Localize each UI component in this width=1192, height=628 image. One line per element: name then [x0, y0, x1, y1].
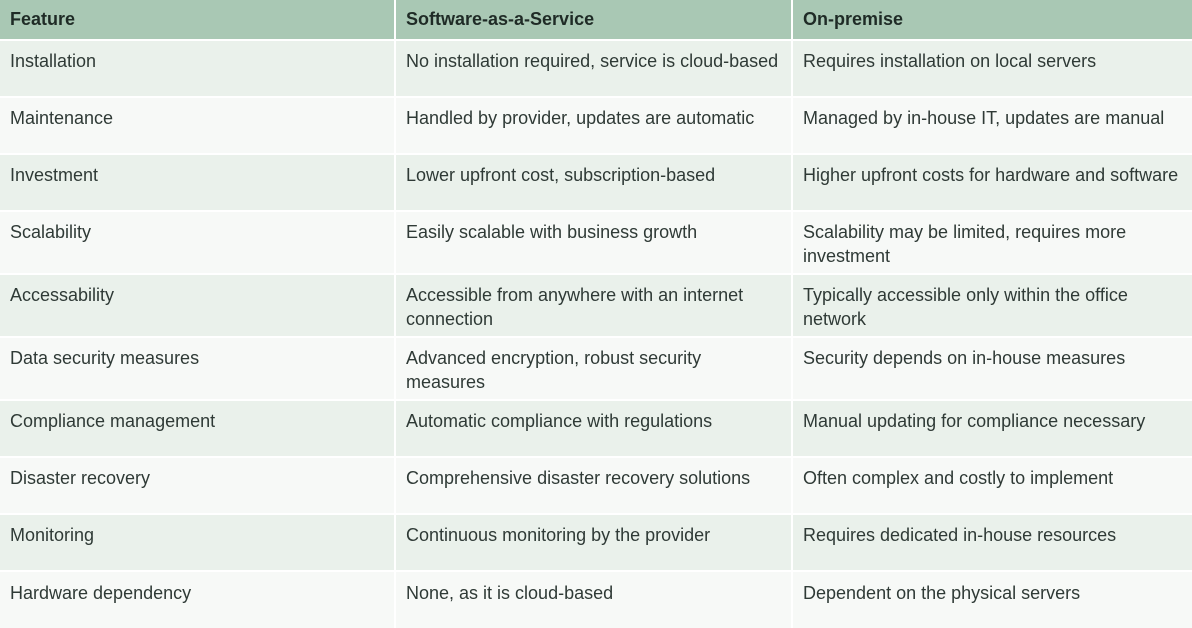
feature-cell: Disaster recovery: [0, 456, 396, 513]
saas-cell: Easily scalable with business growth: [396, 210, 793, 273]
on-premise-cell: Typically accessible only within the off…: [793, 273, 1192, 336]
feature-cell: Maintenance: [0, 96, 396, 153]
saas-cell: No installation required, service is clo…: [396, 39, 793, 96]
table-row: Investment Lower upfront cost, subscript…: [0, 153, 1192, 210]
table-row: Scalability Easily scalable with busines…: [0, 210, 1192, 273]
feature-cell: Compliance management: [0, 399, 396, 456]
table-row: Accessability Accessible from anywhere w…: [0, 273, 1192, 336]
feature-cell: Installation: [0, 39, 396, 96]
table-row: Disaster recovery Comprehensive disaster…: [0, 456, 1192, 513]
header-saas: Software-as-a-Service: [396, 0, 793, 39]
on-premise-cell: Often complex and costly to implement: [793, 456, 1192, 513]
feature-cell: Scalability: [0, 210, 396, 273]
feature-cell: Accessability: [0, 273, 396, 336]
feature-cell: Monitoring: [0, 513, 396, 570]
on-premise-cell: Dependent on the physical servers: [793, 570, 1192, 628]
saas-cell: Lower upfront cost, subscription-based: [396, 153, 793, 210]
saas-cell: Automatic compliance with regulations: [396, 399, 793, 456]
saas-cell: Accessible from anywhere with an interne…: [396, 273, 793, 336]
table-row: Data security measures Advanced encrypti…: [0, 336, 1192, 399]
saas-cell: Handled by provider, updates are automat…: [396, 96, 793, 153]
header-on-premise: On-premise: [793, 0, 1192, 39]
table-body: Installation No installation required, s…: [0, 39, 1192, 628]
table-row: Hardware dependency None, as it is cloud…: [0, 570, 1192, 628]
table-row: Compliance management Automatic complian…: [0, 399, 1192, 456]
table-header: Feature Software-as-a-Service On-premise: [0, 0, 1192, 39]
table-row: Installation No installation required, s…: [0, 39, 1192, 96]
on-premise-cell: Manual updating for compliance necessary: [793, 399, 1192, 456]
feature-cell: Data security measures: [0, 336, 396, 399]
saas-cell: Comprehensive disaster recovery solution…: [396, 456, 793, 513]
feature-cell: Investment: [0, 153, 396, 210]
on-premise-cell: Higher upfront costs for hardware and so…: [793, 153, 1192, 210]
header-row: Feature Software-as-a-Service On-premise: [0, 0, 1192, 39]
on-premise-cell: Scalability may be limited, requires mor…: [793, 210, 1192, 273]
saas-cell: Continuous monitoring by the provider: [396, 513, 793, 570]
table-row: Maintenance Handled by provider, updates…: [0, 96, 1192, 153]
on-premise-cell: Requires dedicated in-house resources: [793, 513, 1192, 570]
on-premise-cell: Security depends on in-house measures: [793, 336, 1192, 399]
on-premise-cell: Managed by in-house IT, updates are manu…: [793, 96, 1192, 153]
saas-cell: Advanced encryption, robust security mea…: [396, 336, 793, 399]
feature-cell: Hardware dependency: [0, 570, 396, 628]
header-feature: Feature: [0, 0, 396, 39]
saas-cell: None, as it is cloud-based: [396, 570, 793, 628]
on-premise-cell: Requires installation on local servers: [793, 39, 1192, 96]
table-row: Monitoring Continuous monitoring by the …: [0, 513, 1192, 570]
